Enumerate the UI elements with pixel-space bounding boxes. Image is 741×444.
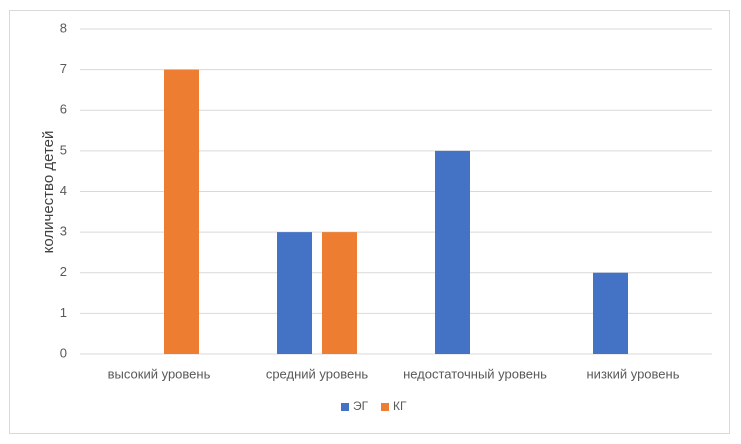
y-axis-title: количество детей (40, 131, 57, 254)
x-category-label: недостаточный уровень (403, 366, 547, 381)
legend-label: ЭГ (353, 399, 369, 413)
bars (164, 69, 628, 354)
y-tick-label: 0 (60, 345, 67, 360)
y-axis-ticks: 0 1 2 3 4 5 6 7 8 (60, 20, 67, 360)
bar-kg-0 (164, 69, 199, 354)
x-category-label: средний уровень (266, 366, 369, 381)
y-tick-label: 4 (60, 183, 67, 198)
chart-frame (9, 10, 730, 434)
y-tick-label: 1 (60, 305, 67, 320)
bar-eg-1 (277, 232, 312, 354)
legend-label: КГ (393, 399, 407, 413)
y-tick-label: 8 (60, 20, 67, 35)
x-category-label: низкий уровень (587, 366, 680, 381)
x-axis-categories: высокий уровень средний уровень недостаточ… (108, 366, 680, 381)
bar-kg-1 (322, 232, 357, 354)
y-tick-label: 7 (60, 61, 67, 76)
legend-swatch (381, 403, 389, 411)
y-tick-label: 3 (60, 224, 67, 239)
legend: ЭГ КГ (341, 399, 407, 413)
legend-swatch (341, 403, 349, 411)
y-tick-label: 6 (60, 102, 67, 117)
x-category-label: высокий уровень (108, 366, 211, 381)
bar-eg-2 (435, 150, 470, 354)
bar-eg-3 (593, 272, 628, 354)
y-tick-label: 2 (60, 264, 67, 279)
y-tick-label: 5 (60, 142, 67, 157)
